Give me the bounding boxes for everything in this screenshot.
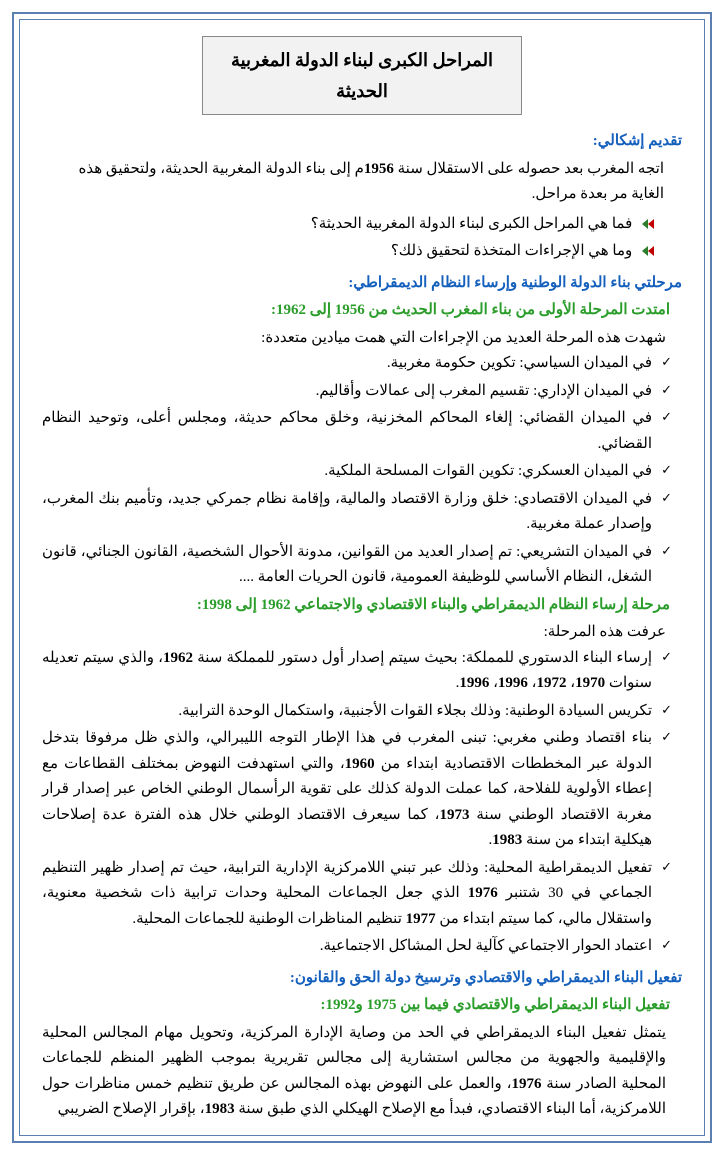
page-frame: المراحل الكبرى لبناء الدولة المغربية الح… xyxy=(12,12,712,1143)
section-heading: تفعيل البناء الديمقراطي والاقتصادي وترسي… xyxy=(42,966,682,992)
page-title: المراحل الكبرى لبناء الدولة المغربية الح… xyxy=(202,36,522,115)
question-1: فما هي المراحل الكبرى لبناء الدولة المغر… xyxy=(42,212,654,238)
section-subheading: مرحلة إرساء النظام الديمقراطي والبناء ال… xyxy=(42,593,670,619)
list-item: تكريس السيادة الوطنية: وذلك بجلاء القوات… xyxy=(42,699,672,725)
list-item: في الميدان القضائي: إلغاء المحاكم المخزن… xyxy=(42,406,672,457)
list-item: تفعيل الديمقراطية المحلية: وذلك عبر تبني… xyxy=(42,856,672,933)
section-heading: مرحلتي بناء الدولة الوطنية وإرساء النظام… xyxy=(42,271,682,297)
list-item: اعتماد الحوار الاجتماعي كآلية لحل المشاك… xyxy=(42,934,672,960)
list-item: إرساء البناء الدستوري للمملكة: بحيث سيتم… xyxy=(42,646,672,697)
lead-paragraph: شهدت هذه المرحلة العديد من الإجراءات الت… xyxy=(42,326,666,352)
list-item: في الميدان السياسي: تكوين حكومة مغربية. xyxy=(42,351,672,377)
bullet-arrow-icon xyxy=(642,246,654,256)
list-item: في الميدان التشريعي: تم إصدار العديد من … xyxy=(42,540,672,591)
intro-heading: تقديم إشكالي: xyxy=(42,129,682,155)
question-1-text: فما هي المراحل الكبرى لبناء الدولة المغر… xyxy=(311,216,633,232)
list-item: في الميدان الإداري: تقسيم المغرب إلى عما… xyxy=(42,379,672,405)
question-2: وما هي الإجراءات المتخذة لتحقيق ذلك؟ xyxy=(42,239,654,265)
intro-text: اتجه المغرب بعد حصوله على الاستقلال سنة … xyxy=(42,157,664,208)
list-item: في الميدان الاقتصادي: خلق وزارة الاقتصاد… xyxy=(42,487,672,538)
section-subheading: امتدت المرحلة الأولى من بناء المغرب الحد… xyxy=(42,298,670,324)
checklist-2: إرساء البناء الدستوري للمملكة: بحيث سيتم… xyxy=(42,646,672,960)
list-item: بناء اقتصاد وطني مغربي: تبنى المغرب في ه… xyxy=(42,726,672,854)
bullet-arrow-icon xyxy=(642,219,654,229)
list-item: في الميدان العسكري: تكوين القوات المسلحة… xyxy=(42,459,672,485)
body-paragraph: يتمثل تفعيل البناء الديمقراطي في الحد من… xyxy=(42,1021,666,1123)
question-2-text: وما هي الإجراءات المتخذة لتحقيق ذلك؟ xyxy=(391,243,632,259)
checklist-1: في الميدان السياسي: تكوين حكومة مغربية. … xyxy=(42,351,672,591)
section-subheading: تفعيل البناء الديمقراطي والاقتصادي فيما … xyxy=(42,993,670,1019)
lead-paragraph: عرفت هذه المرحلة: xyxy=(42,620,666,646)
